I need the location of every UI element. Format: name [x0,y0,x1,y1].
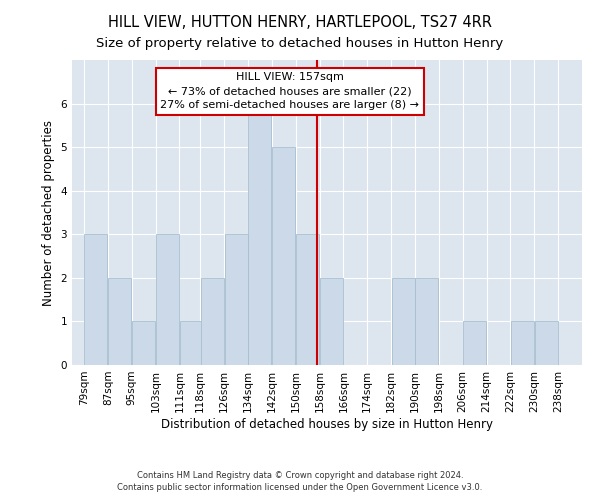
Bar [180,322,203,365]
Bar [85,234,107,365]
Bar [224,234,248,365]
Bar [248,104,271,365]
Bar [272,147,295,365]
Text: HILL VIEW: 157sqm
← 73% of detached houses are smaller (22)
27% of semi-detached: HILL VIEW: 157sqm ← 73% of detached hous… [160,72,419,110]
Y-axis label: Number of detached properties: Number of detached properties [42,120,55,306]
Bar [320,278,343,365]
Bar [296,234,319,365]
Bar [463,322,486,365]
Bar [511,322,534,365]
X-axis label: Distribution of detached houses by size in Hutton Henry: Distribution of detached houses by size … [161,418,493,430]
Bar [156,234,179,365]
Bar [200,278,224,365]
Bar [132,322,155,365]
Text: Contains HM Land Registry data © Crown copyright and database right 2024.
Contai: Contains HM Land Registry data © Crown c… [118,471,482,492]
Bar [535,322,557,365]
Bar [392,278,415,365]
Bar [415,278,439,365]
Bar [108,278,131,365]
Text: Size of property relative to detached houses in Hutton Henry: Size of property relative to detached ho… [97,38,503,51]
Text: HILL VIEW, HUTTON HENRY, HARTLEPOOL, TS27 4RR: HILL VIEW, HUTTON HENRY, HARTLEPOOL, TS2… [108,15,492,30]
